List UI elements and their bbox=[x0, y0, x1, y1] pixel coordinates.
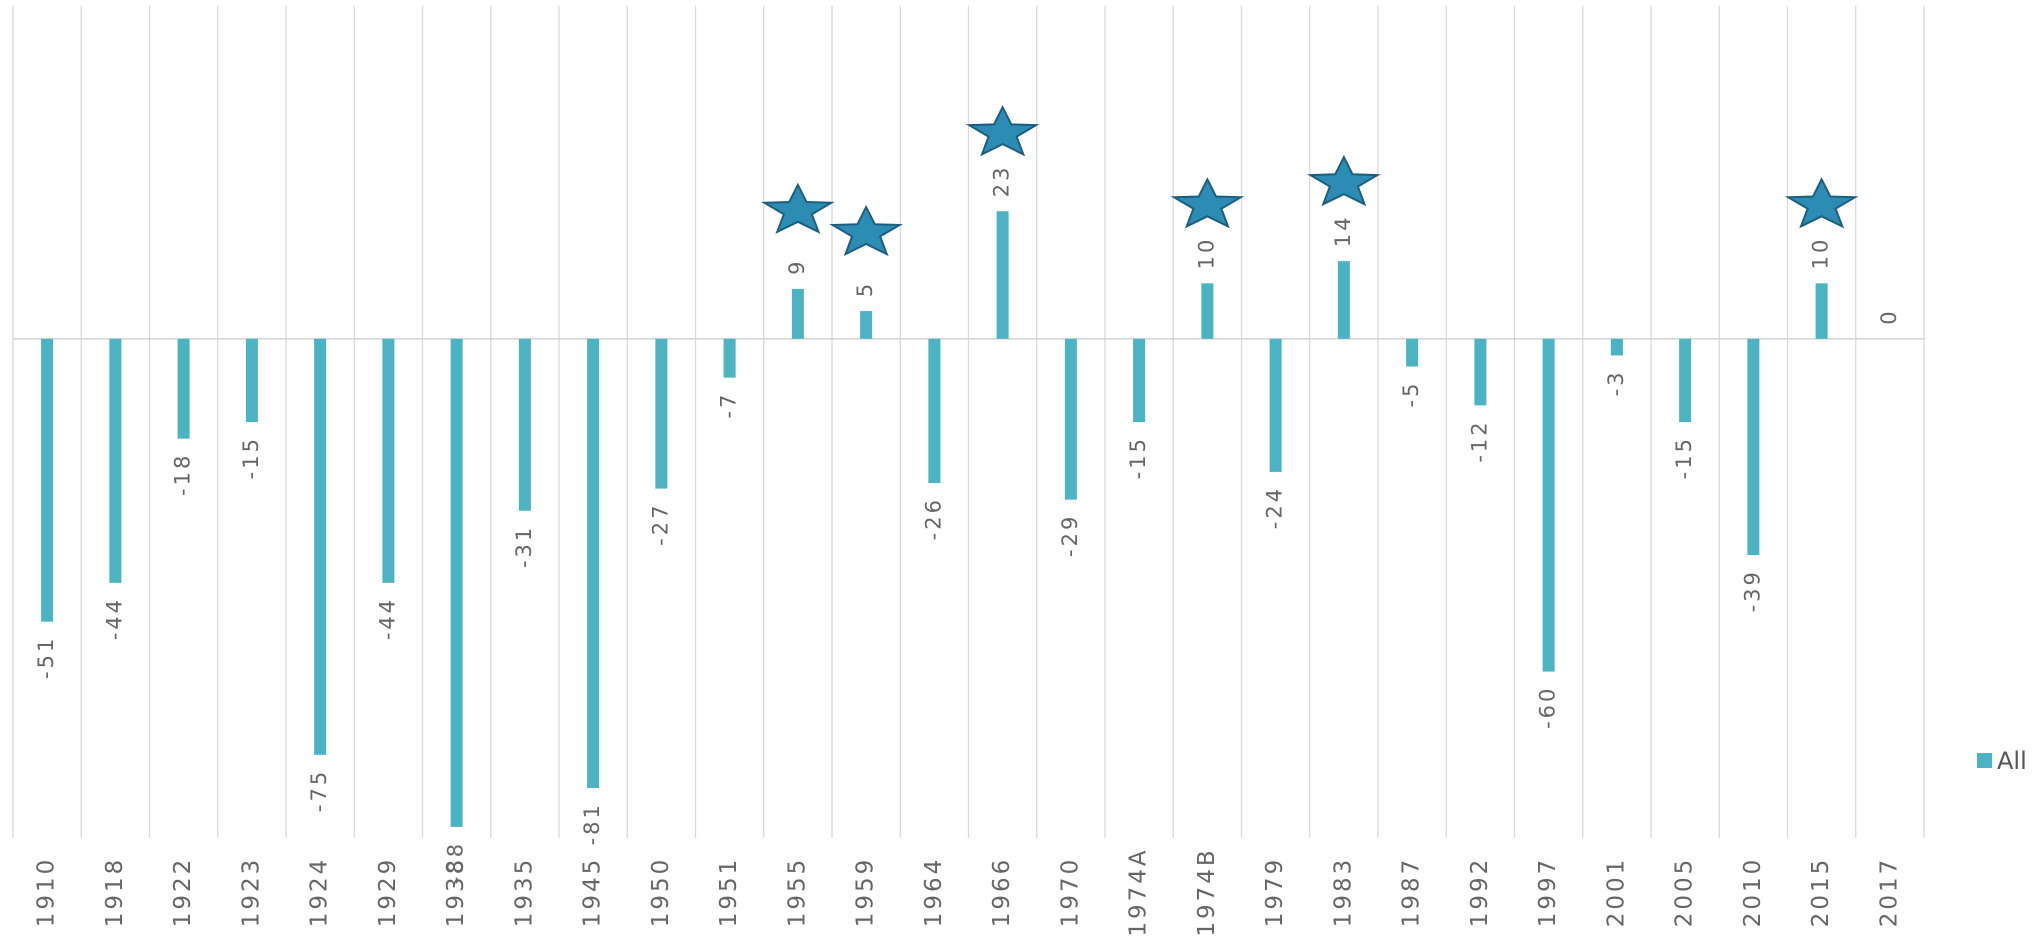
bar bbox=[1747, 338, 1760, 556]
x-tick-label: 1922 bbox=[170, 857, 196, 928]
data-label: -44 bbox=[102, 597, 126, 640]
bar bbox=[1815, 283, 1828, 339]
star-marker bbox=[761, 182, 835, 234]
bar bbox=[177, 338, 190, 439]
star-marker bbox=[1170, 177, 1245, 229]
data-label: -39 bbox=[1740, 569, 1764, 612]
bar bbox=[109, 338, 122, 583]
bar bbox=[245, 338, 258, 422]
data-label: -5 bbox=[1399, 381, 1423, 408]
x-tick-label: 1945 bbox=[580, 857, 606, 928]
data-label: -27 bbox=[648, 503, 672, 546]
legend-swatch bbox=[1977, 753, 1992, 768]
bar bbox=[41, 338, 54, 622]
x-tick-label: 1955 bbox=[784, 857, 810, 928]
x-tick-label: 1974A bbox=[1126, 847, 1152, 936]
data-label: -81 bbox=[580, 802, 604, 845]
star-marker bbox=[829, 204, 903, 257]
bar bbox=[1133, 338, 1146, 422]
bar bbox=[860, 311, 873, 339]
data-label: 23 bbox=[990, 164, 1014, 197]
data-label: -29 bbox=[1058, 514, 1082, 557]
data-label: -44 bbox=[375, 597, 399, 640]
data-label: -31 bbox=[512, 525, 536, 568]
x-tick-label: 1997 bbox=[1535, 857, 1561, 928]
data-label: -51 bbox=[34, 636, 58, 679]
data-label: -15 bbox=[239, 436, 263, 479]
bar bbox=[1474, 338, 1487, 406]
data-label: 14 bbox=[1331, 214, 1355, 247]
data-label: -12 bbox=[1467, 419, 1491, 462]
x-tick-label: 1992 bbox=[1467, 857, 1493, 928]
bar bbox=[450, 338, 463, 827]
bar bbox=[996, 211, 1009, 339]
data-label: 0 bbox=[1877, 308, 1901, 324]
x-tick-label: 1950 bbox=[648, 857, 674, 928]
x-tick-label: 2015 bbox=[1808, 857, 1834, 928]
data-label: -15 bbox=[1672, 436, 1696, 479]
bar bbox=[587, 338, 600, 789]
bar bbox=[1269, 338, 1282, 472]
bar bbox=[1542, 338, 1555, 672]
x-tick-label: 2005 bbox=[1672, 857, 1698, 928]
x-tick-label: 1970 bbox=[1057, 857, 1083, 928]
bar bbox=[518, 338, 531, 511]
star-marker bbox=[1784, 177, 1859, 229]
x-tick-label: 1929 bbox=[375, 857, 401, 928]
data-label: -75 bbox=[307, 769, 331, 812]
bar bbox=[1201, 283, 1214, 339]
data-label: -24 bbox=[1263, 486, 1287, 529]
bar bbox=[1064, 338, 1077, 500]
x-tick-label: 1959 bbox=[853, 857, 879, 928]
x-tick-label: 1964 bbox=[921, 857, 947, 928]
data-label: -3 bbox=[1604, 369, 1628, 396]
data-label: -26 bbox=[921, 497, 945, 540]
bar bbox=[655, 338, 668, 489]
legend-label: All bbox=[1997, 747, 2027, 775]
data-label: -60 bbox=[1536, 686, 1560, 729]
data-label: -7 bbox=[717, 392, 741, 419]
x-tick-label: 1924 bbox=[307, 857, 333, 928]
x-tick-label: 2010 bbox=[1740, 857, 1766, 928]
data-label: 9 bbox=[785, 259, 809, 275]
data-label: -15 bbox=[1126, 436, 1150, 479]
x-tick-label: 2001 bbox=[1603, 857, 1629, 928]
bar bbox=[1610, 338, 1623, 356]
data-label: -18 bbox=[171, 453, 195, 496]
bar bbox=[1406, 338, 1419, 367]
x-tick-label: 1923 bbox=[238, 857, 264, 928]
x-tick-label: 1918 bbox=[102, 857, 128, 928]
bar bbox=[723, 338, 736, 378]
x-tick-label: 1910 bbox=[34, 857, 60, 928]
star-marker bbox=[1307, 154, 1381, 207]
bar bbox=[1337, 261, 1350, 339]
bar bbox=[928, 338, 941, 484]
x-tick-label: 2017 bbox=[1876, 857, 1902, 928]
x-tick-label: 1979 bbox=[1262, 857, 1288, 928]
star-marker bbox=[965, 104, 1040, 157]
data-label: 10 bbox=[1194, 237, 1218, 270]
x-tick-label: 1935 bbox=[511, 857, 537, 928]
bar bbox=[791, 288, 804, 339]
x-tick-label: 1966 bbox=[989, 857, 1015, 928]
bar bbox=[314, 338, 327, 755]
data-label: 5 bbox=[853, 281, 877, 297]
data-label: 10 bbox=[1809, 237, 1833, 270]
data-label: -88 bbox=[444, 841, 468, 884]
bar bbox=[382, 338, 395, 583]
bar bbox=[1679, 338, 1692, 422]
x-tick-label: 1987 bbox=[1399, 857, 1425, 928]
x-tick-label: 1974B bbox=[1194, 847, 1220, 936]
x-tick-label: 1938 bbox=[443, 857, 469, 928]
x-tick-label: 1951 bbox=[716, 857, 742, 928]
x-tick-label: 1983 bbox=[1330, 857, 1356, 928]
